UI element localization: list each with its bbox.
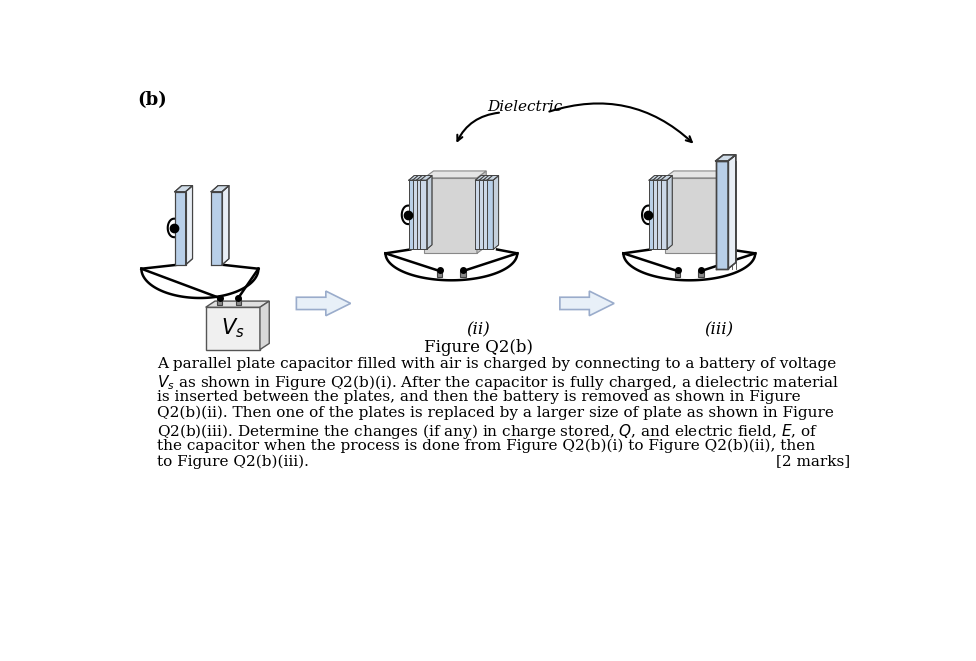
Polygon shape xyxy=(653,176,665,180)
Polygon shape xyxy=(481,176,487,249)
Polygon shape xyxy=(211,186,229,192)
Polygon shape xyxy=(421,176,432,180)
Polygon shape xyxy=(206,307,260,350)
Polygon shape xyxy=(560,291,614,316)
FancyBboxPatch shape xyxy=(217,299,223,305)
Text: (i): (i) xyxy=(229,322,248,339)
Polygon shape xyxy=(661,176,672,180)
Polygon shape xyxy=(475,180,481,249)
Polygon shape xyxy=(479,176,491,180)
FancyBboxPatch shape xyxy=(437,272,442,277)
Polygon shape xyxy=(489,176,495,249)
Polygon shape xyxy=(487,180,493,249)
Text: [2 marks]: [2 marks] xyxy=(776,454,850,468)
Polygon shape xyxy=(409,176,421,180)
FancyBboxPatch shape xyxy=(698,272,704,277)
Polygon shape xyxy=(417,180,423,249)
Polygon shape xyxy=(667,176,672,249)
Text: Q2(b)(ii). Then one of the plates is replaced by a larger size of plate as shown: Q2(b)(ii). Then one of the plates is rep… xyxy=(157,406,834,420)
Polygon shape xyxy=(483,176,495,180)
Text: (ii): (ii) xyxy=(467,322,490,339)
Polygon shape xyxy=(659,176,665,249)
Text: Figure Q2(b): Figure Q2(b) xyxy=(424,339,533,356)
Polygon shape xyxy=(479,180,485,249)
Polygon shape xyxy=(665,178,717,253)
Polygon shape xyxy=(649,176,661,180)
Polygon shape xyxy=(206,301,269,307)
Polygon shape xyxy=(665,171,726,178)
Polygon shape xyxy=(185,186,192,265)
Polygon shape xyxy=(417,176,428,180)
FancyBboxPatch shape xyxy=(461,272,466,277)
Polygon shape xyxy=(421,180,427,249)
Polygon shape xyxy=(425,178,477,253)
Text: (b): (b) xyxy=(138,91,167,109)
Text: (iii): (iii) xyxy=(705,322,733,339)
Polygon shape xyxy=(717,171,726,253)
Polygon shape xyxy=(728,155,736,269)
Polygon shape xyxy=(419,176,425,249)
Polygon shape xyxy=(715,161,728,269)
Polygon shape xyxy=(661,180,667,249)
Polygon shape xyxy=(657,176,669,180)
Polygon shape xyxy=(653,180,659,249)
Polygon shape xyxy=(297,291,350,316)
Text: $V_s$: $V_s$ xyxy=(221,317,245,340)
Polygon shape xyxy=(413,180,419,249)
Polygon shape xyxy=(425,171,486,178)
Polygon shape xyxy=(409,180,415,249)
Polygon shape xyxy=(493,176,499,249)
Text: $V_s$ as shown in Figure Q2(b)(i). After the capacitor is fully charged, a diele: $V_s$ as shown in Figure Q2(b)(i). After… xyxy=(157,373,839,393)
Polygon shape xyxy=(415,176,421,249)
Polygon shape xyxy=(477,171,486,253)
Polygon shape xyxy=(427,176,432,249)
Polygon shape xyxy=(715,155,736,161)
Polygon shape xyxy=(655,176,661,249)
Polygon shape xyxy=(423,176,428,249)
Polygon shape xyxy=(413,176,425,180)
Polygon shape xyxy=(649,180,655,249)
Text: A parallel plate capacitor filled with air is charged by connecting to a battery: A parallel plate capacitor filled with a… xyxy=(157,358,836,371)
Polygon shape xyxy=(483,180,489,249)
Polygon shape xyxy=(175,186,192,192)
Polygon shape xyxy=(260,301,269,350)
Text: the capacitor when the process is done from Figure Q2(b)(i) to Figure Q2(b)(ii),: the capacitor when the process is done f… xyxy=(157,438,815,453)
Polygon shape xyxy=(485,176,491,249)
Polygon shape xyxy=(663,176,669,249)
Polygon shape xyxy=(211,192,222,265)
Polygon shape xyxy=(487,176,499,180)
Text: is inserted between the plates, and then the battery is removed as shown in Figu: is inserted between the plates, and then… xyxy=(157,389,800,404)
Polygon shape xyxy=(657,180,663,249)
Polygon shape xyxy=(475,176,487,180)
Text: Dielectric: Dielectric xyxy=(487,100,562,114)
Polygon shape xyxy=(175,192,185,265)
Text: Q2(b)(iii). Determine the changes (if any) in charge stored, $Q$, and electric f: Q2(b)(iii). Determine the changes (if an… xyxy=(157,422,818,441)
Polygon shape xyxy=(222,186,229,265)
FancyBboxPatch shape xyxy=(235,299,241,305)
Text: to Figure Q2(b)(iii).: to Figure Q2(b)(iii). xyxy=(157,454,308,469)
FancyBboxPatch shape xyxy=(675,272,680,277)
